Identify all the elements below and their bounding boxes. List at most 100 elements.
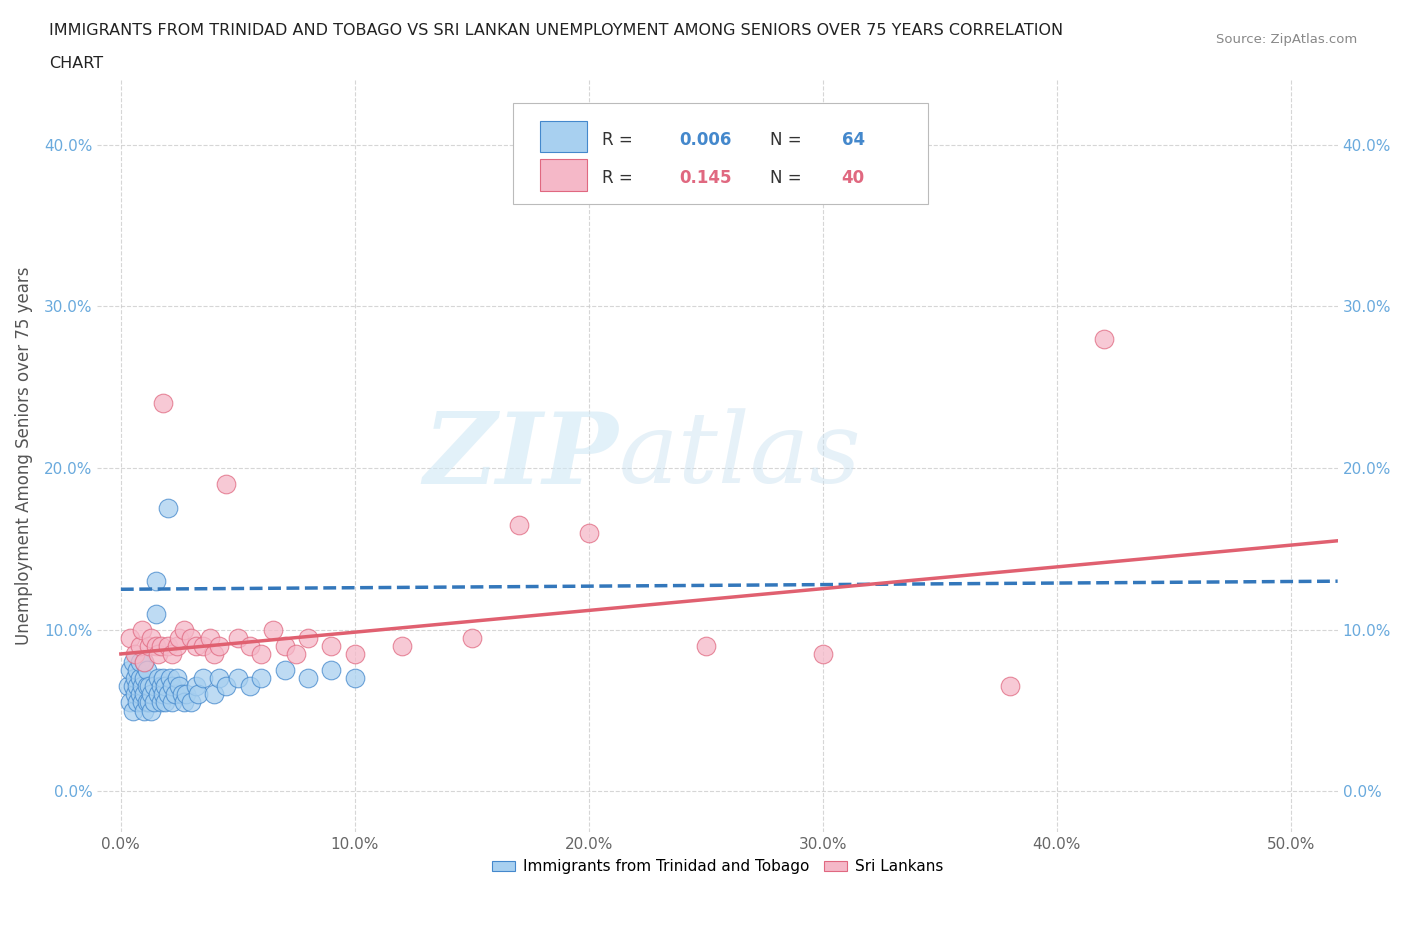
- Text: 40: 40: [842, 169, 865, 187]
- Point: [120, 663, 142, 678]
- Point: [297, 631, 319, 645]
- FancyBboxPatch shape: [540, 121, 588, 153]
- Point: [156, 687, 179, 702]
- Point: [138, 638, 160, 653]
- Point: [343, 646, 366, 661]
- Point: [142, 679, 165, 694]
- Point: [149, 695, 172, 710]
- Point: [156, 638, 179, 653]
- Point: [215, 477, 238, 492]
- Point: [461, 631, 484, 645]
- Point: [134, 703, 156, 718]
- Point: [127, 663, 149, 678]
- Text: ZIP: ZIP: [423, 407, 619, 504]
- Point: [142, 695, 165, 710]
- FancyBboxPatch shape: [513, 102, 928, 204]
- Point: [204, 646, 226, 661]
- Point: [152, 396, 174, 411]
- Point: [198, 631, 221, 645]
- Point: [134, 655, 156, 670]
- Point: [121, 703, 143, 718]
- Point: [163, 687, 186, 702]
- Point: [135, 679, 157, 694]
- Point: [149, 638, 172, 653]
- Point: [131, 695, 153, 710]
- Point: [148, 671, 170, 685]
- Point: [226, 671, 249, 685]
- Point: [226, 631, 249, 645]
- Point: [578, 525, 600, 540]
- Text: IMMIGRANTS FROM TRINIDAD AND TOBAGO VS SRI LANKAN UNEMPLOYMENT AMONG SENIORS OVE: IMMIGRANTS FROM TRINIDAD AND TOBAGO VS S…: [49, 23, 1063, 38]
- Point: [811, 646, 834, 661]
- Point: [162, 646, 184, 661]
- Point: [134, 671, 156, 685]
- Point: [170, 687, 193, 702]
- Point: [273, 638, 295, 653]
- Point: [184, 679, 207, 694]
- Point: [208, 671, 231, 685]
- Text: N =: N =: [769, 169, 807, 187]
- Point: [141, 631, 163, 645]
- Point: [155, 679, 177, 694]
- Point: [204, 687, 226, 702]
- Point: [145, 606, 167, 621]
- Text: 0.006: 0.006: [679, 131, 731, 149]
- Point: [180, 695, 202, 710]
- Point: [148, 646, 170, 661]
- Point: [250, 646, 273, 661]
- Point: [187, 687, 209, 702]
- Point: [273, 663, 295, 678]
- Point: [128, 655, 150, 670]
- Point: [148, 687, 170, 702]
- Point: [135, 695, 157, 710]
- Point: [141, 703, 163, 718]
- FancyBboxPatch shape: [540, 159, 588, 191]
- Point: [152, 671, 174, 685]
- Point: [120, 695, 142, 710]
- Text: R =: R =: [602, 169, 644, 187]
- Point: [124, 646, 146, 661]
- Point: [285, 646, 308, 661]
- Y-axis label: Unemployment Among Seniors over 75 years: Unemployment Among Seniors over 75 years: [15, 267, 32, 645]
- Text: CHART: CHART: [49, 56, 103, 71]
- Point: [239, 638, 262, 653]
- Point: [121, 679, 143, 694]
- Point: [173, 622, 195, 637]
- Point: [138, 679, 160, 694]
- Point: [120, 631, 142, 645]
- Point: [141, 687, 163, 702]
- Point: [166, 671, 188, 685]
- Point: [343, 671, 366, 685]
- Point: [695, 638, 717, 653]
- Point: [145, 574, 167, 589]
- Text: N =: N =: [769, 131, 807, 149]
- Point: [180, 631, 202, 645]
- Point: [262, 622, 284, 637]
- Point: [297, 671, 319, 685]
- Point: [321, 663, 343, 678]
- Text: 64: 64: [842, 131, 865, 149]
- Point: [124, 671, 146, 685]
- Point: [134, 655, 156, 670]
- Text: 0.145: 0.145: [679, 169, 731, 187]
- Point: [998, 679, 1021, 694]
- Legend: Immigrants from Trinidad and Tobago, Sri Lankans: Immigrants from Trinidad and Tobago, Sri…: [486, 853, 949, 881]
- Point: [156, 501, 179, 516]
- Point: [173, 695, 195, 710]
- Point: [121, 655, 143, 670]
- Point: [250, 671, 273, 685]
- Point: [128, 687, 150, 702]
- Point: [508, 517, 530, 532]
- Point: [1092, 331, 1115, 346]
- Point: [162, 679, 184, 694]
- Point: [134, 687, 156, 702]
- Point: [149, 679, 172, 694]
- Point: [215, 679, 238, 694]
- Text: R =: R =: [602, 131, 638, 149]
- Point: [155, 695, 177, 710]
- Point: [166, 638, 188, 653]
- Point: [169, 679, 191, 694]
- Text: atlas: atlas: [619, 408, 860, 503]
- Point: [191, 638, 214, 653]
- Point: [127, 679, 149, 694]
